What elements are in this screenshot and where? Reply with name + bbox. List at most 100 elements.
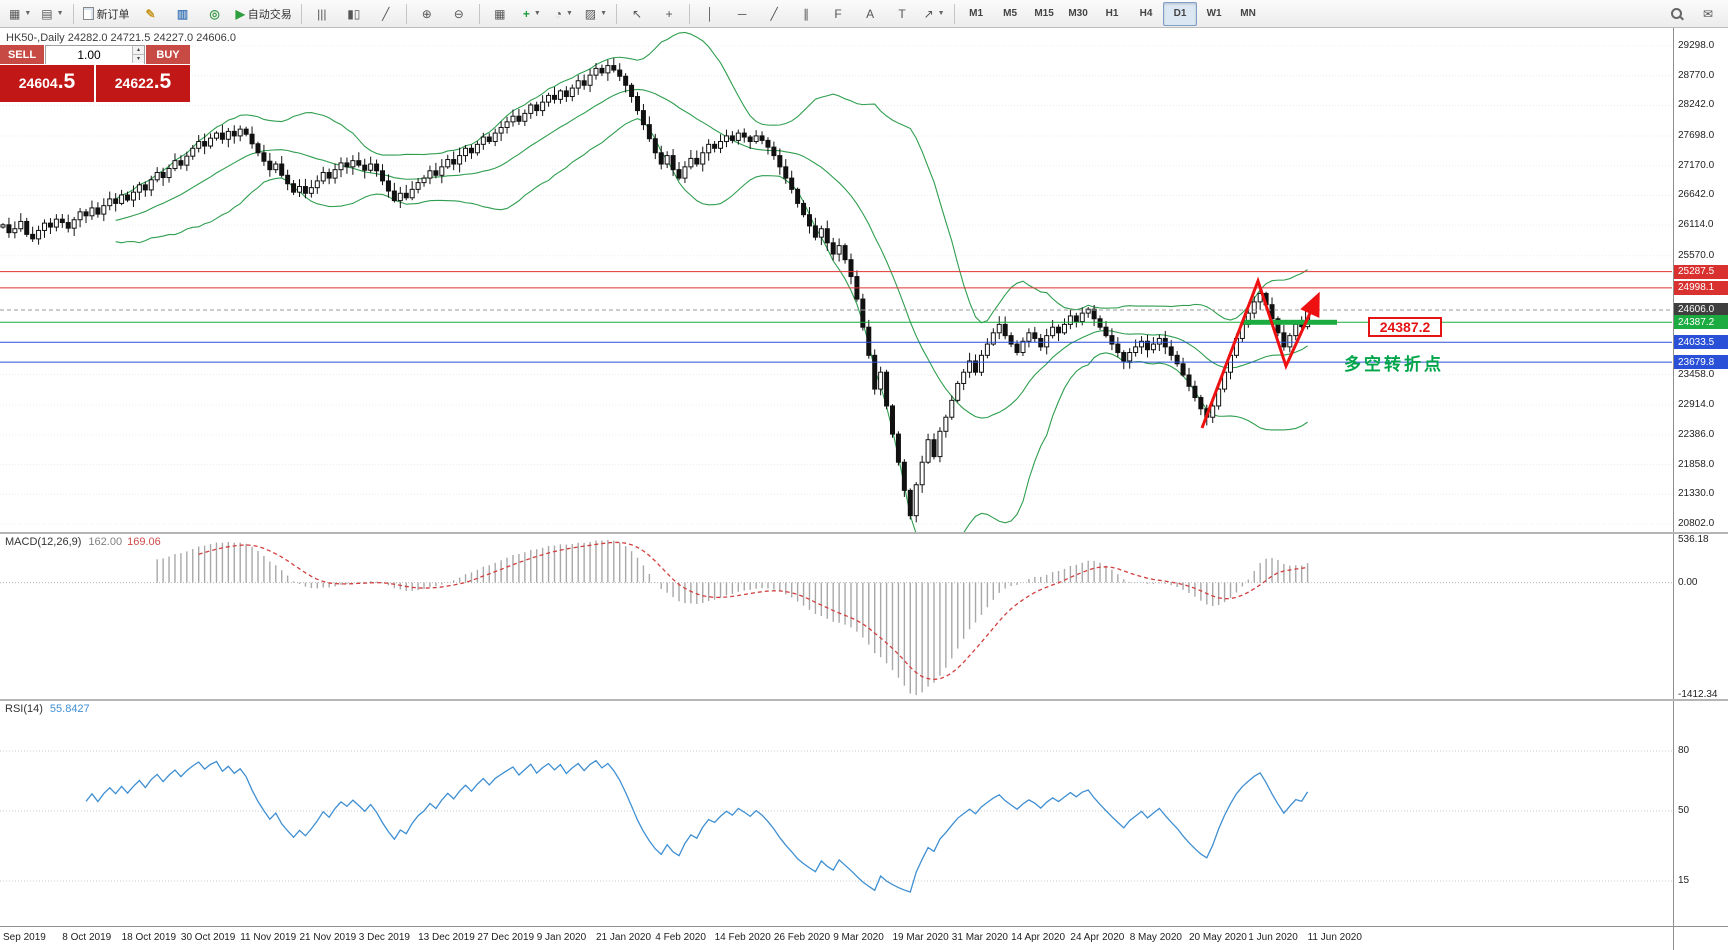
text-label-icon: T	[898, 6, 906, 21]
time-axis-label: 14 Feb 2020	[714, 932, 771, 943]
channel-button[interactable]: ∥	[790, 2, 822, 26]
price-axis-label: 22386.0	[1678, 428, 1715, 440]
time-axis-label: 30 Oct 2019	[180, 932, 236, 943]
price-axis-label: 26642.0	[1678, 189, 1715, 201]
volume-down-button[interactable]: ▾	[132, 55, 144, 63]
periods-button[interactable]: ◔ ▼	[548, 2, 580, 26]
zoom-in-button[interactable]: ⊕	[411, 2, 443, 26]
new-order-icon	[82, 7, 94, 20]
timeframe-m15-button[interactable]: M15	[1034, 8, 1054, 19]
horizontal-line-icon: ─	[737, 6, 747, 21]
arrow-objects-icon: ↗	[923, 6, 934, 21]
new-order-button-label: 新订单	[96, 8, 130, 21]
crosshair-button[interactable]: +	[653, 2, 685, 26]
rsi-axis[interactable]: 80 50 15	[1673, 701, 1728, 926]
volume-up-button[interactable]: ▴	[132, 46, 144, 55]
panel-splitter[interactable]	[0, 532, 1728, 534]
bb-upper-band	[115, 31, 1308, 324]
price-axis-label: 27698.0	[1678, 130, 1715, 142]
toolbar-separator	[405, 3, 407, 24]
fibonacci-button[interactable]: F	[822, 2, 854, 26]
autotrading-button-label: 自动交易	[247, 8, 292, 21]
crosshair-icon: +	[665, 6, 673, 21]
timeframe-h4-button[interactable]: H4	[1139, 8, 1153, 19]
horizontal-line-button[interactable]: ─	[726, 2, 758, 26]
timeframe-w1-button[interactable]: W1	[1206, 8, 1222, 19]
rsi-canvas[interactable]	[0, 701, 1728, 926]
time-axis-label: 11 Nov 2019	[240, 932, 297, 943]
volume-input[interactable]	[46, 46, 144, 64]
trendline-button[interactable]: ╱	[758, 2, 790, 26]
rsi-name: RSI(14)	[5, 703, 43, 715]
zoom-out-icon: ⊖	[453, 6, 464, 21]
timeframe-m30-button[interactable]: M30	[1068, 8, 1088, 19]
new-order-button[interactable]: 新订单	[78, 2, 135, 26]
macd-canvas[interactable]	[0, 534, 1728, 699]
text-label-button[interactable]: T	[886, 2, 918, 26]
vertical-line-button[interactable]: │	[694, 2, 726, 26]
buy-button[interactable]: BUY	[146, 45, 190, 64]
time-axis[interactable]: Sep 2019 8 Oct 2019 18 Oct 2019 30 Oct 2019…	[0, 926, 1728, 950]
timeframe-m1-button[interactable]: M1	[969, 8, 984, 19]
volume-field: ▴ ▾	[45, 45, 145, 64]
sell-price-panel[interactable]: 24604.5	[0, 65, 94, 102]
arrow-objects-button[interactable]: ↗ ▼	[918, 2, 950, 26]
macd-axis-label: 536.18	[1678, 534, 1709, 545]
buy-price-main: 24622	[114, 75, 154, 91]
macd-axis[interactable]: 536.18 0.00 -1412.34	[1673, 534, 1728, 699]
toolbar-separator	[72, 3, 74, 24]
cursor-button[interactable]: ↖	[621, 2, 653, 26]
fibonacci-icon: F	[834, 6, 842, 21]
autotrading-icon: ▶	[235, 6, 245, 21]
indicators-button[interactable]: + ▼	[516, 2, 548, 26]
time-axis-label: 21 Nov 2019	[299, 932, 357, 943]
new-chart-button[interactable]: ▦ ▼	[4, 2, 36, 26]
search-button[interactable]	[1660, 2, 1692, 26]
candlestick-chart-button[interactable]: ▮▯	[338, 2, 370, 26]
time-axis-label: 4 Feb 2020	[655, 932, 706, 943]
zoom-out-button[interactable]: ⊖	[443, 2, 475, 26]
templates-button[interactable]: ▨ ▼	[580, 2, 612, 26]
timeframe-mn-button[interactable]: MN	[1240, 8, 1256, 19]
timeframe-h1-button[interactable]: H1	[1105, 8, 1119, 19]
price-axis-label: 25570.0	[1678, 249, 1715, 261]
text-button[interactable]: A	[854, 2, 886, 26]
timeframe-m5-button[interactable]: M5	[1003, 8, 1018, 19]
main-chart-canvas[interactable]	[0, 28, 1728, 532]
time-axis-label: 31 Mar 2020	[951, 932, 1008, 943]
pivot-price-box: 24387.2	[1674, 315, 1728, 330]
price-annotation-label[interactable]: 24387.2	[1368, 317, 1442, 337]
timeframe-d1-button[interactable]: D1	[1163, 1, 1198, 26]
price-axis[interactable]: 29298.0 28770.0 28242.0 27698.0 27170.0 26642…	[1673, 28, 1728, 532]
price-axis-label: 29298.0	[1678, 40, 1715, 51]
time-axis-label: 13 Dec 2019	[418, 932, 475, 943]
resistance-price-box: 24998.1	[1674, 280, 1728, 295]
rsi-value: 55.8427	[49, 703, 90, 715]
toolbar-separator	[954, 3, 956, 24]
buy-price-frac: .5	[153, 70, 172, 93]
macd-label: MACD(12,26,9) 162.00 169.06	[5, 536, 161, 548]
terminal-button[interactable]: ▥	[167, 2, 199, 26]
metaeditor-button[interactable]: ✎	[135, 2, 167, 26]
chat-button[interactable]: ✉	[1692, 2, 1724, 26]
candlesticks[interactable]	[0, 58, 1311, 523]
line-chart-icon: ╱	[382, 6, 390, 21]
macd-axis-label: 0.00	[1678, 576, 1698, 588]
profiles-button[interactable]: ▤ ▼	[36, 2, 68, 26]
chinese-annotation-text[interactable]: 多空转折点	[1344, 355, 1444, 374]
tile-windows-icon: ▦	[494, 6, 506, 21]
tile-windows-button[interactable]: ▦	[484, 2, 516, 26]
macd-panel: 536.18 0.00 -1412.34 MACD(12,26,9) 162.00 16…	[0, 534, 1728, 699]
navigator-button[interactable]: ◎	[199, 2, 231, 26]
buy-price-panel[interactable]: 24622.5	[96, 65, 190, 102]
rsi-axis-label: 50	[1678, 805, 1690, 816]
candlestick-chart-icon: ▮▯	[347, 6, 361, 21]
panel-splitter[interactable]	[0, 699, 1728, 701]
zigzag-arrow-annotation[interactable]	[1200, 276, 1320, 429]
sell-button[interactable]: SELL	[0, 45, 44, 64]
chevron-down-icon: ▼	[937, 10, 945, 17]
bar-chart-button[interactable]: |||	[306, 2, 338, 26]
pivot-thick-segment[interactable]	[1243, 319, 1337, 325]
line-chart-button[interactable]: ╱	[370, 2, 402, 26]
autotrading-button[interactable]: ▶ 自动交易	[231, 2, 297, 26]
